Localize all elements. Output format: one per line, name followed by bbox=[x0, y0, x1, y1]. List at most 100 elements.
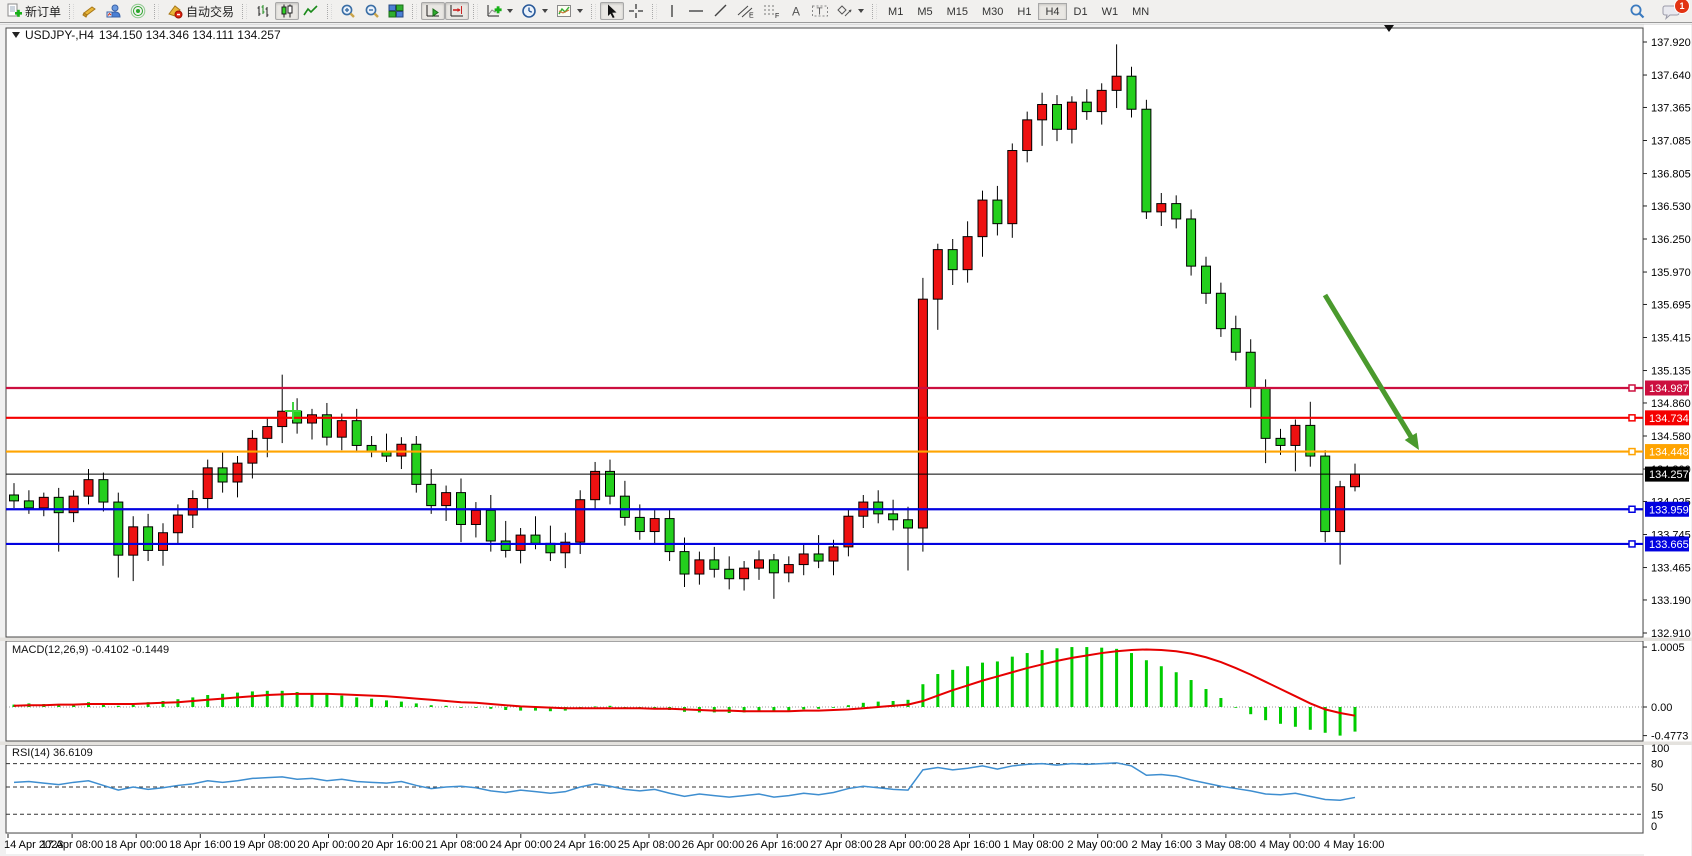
timeframe-m15-button[interactable]: M15 bbox=[946, 5, 968, 18]
timeframe-mn-button[interactable]: MN bbox=[1132, 5, 1150, 18]
vertical-line-button[interactable] bbox=[661, 2, 683, 20]
new-order-icon bbox=[6, 3, 22, 19]
toolbar-separator bbox=[154, 3, 160, 19]
auto-trading-button[interactable]: 自动交易 bbox=[163, 2, 238, 20]
svg-text:F: F bbox=[775, 13, 779, 19]
trendline-icon bbox=[713, 3, 729, 19]
svg-text:136.250: 136.250 bbox=[1651, 234, 1691, 246]
templates-button[interactable] bbox=[552, 2, 587, 20]
text-label-button[interactable]: T bbox=[807, 2, 833, 20]
svg-text:28 Apr 00:00: 28 Apr 00:00 bbox=[874, 839, 936, 851]
svg-text:135.695: 135.695 bbox=[1651, 299, 1691, 311]
cursor-arrow-icon bbox=[604, 3, 620, 19]
bar-chart-mode-button[interactable] bbox=[251, 2, 275, 20]
horizontal-level-line[interactable] bbox=[6, 447, 1643, 456]
horizontal-line-button[interactable] bbox=[683, 2, 709, 20]
candles-layer[interactable] bbox=[9, 44, 1360, 599]
new-order-label: 新订单 bbox=[25, 4, 62, 19]
sonar-icon bbox=[130, 3, 146, 19]
timeframe-w1-button[interactable]: W1 bbox=[1101, 5, 1119, 18]
timeframe-m30-button[interactable]: M30 bbox=[982, 5, 1004, 18]
svg-text:0.00: 0.00 bbox=[1651, 702, 1672, 714]
crosshair-icon bbox=[628, 3, 644, 19]
panel-splitter[interactable] bbox=[0, 637, 1692, 642]
horizontal-level-line[interactable] bbox=[6, 414, 1643, 422]
notification-badge: 1 bbox=[1674, 0, 1690, 14]
new-order-button[interactable]: 新订单 bbox=[2, 2, 65, 20]
timeframe-toolbar: M1 M5 M15 M30 H1 H4 D1 W1 MN bbox=[881, 0, 1156, 22]
notifications-button[interactable]: 1 bbox=[1658, 0, 1690, 20]
horizontal-level-line[interactable] bbox=[6, 540, 1643, 548]
timeframe-h1-button[interactable]: H1 bbox=[1017, 5, 1032, 18]
chart-dropdown-icon[interactable] bbox=[12, 32, 20, 38]
equidistant-channel-button[interactable]: E bbox=[733, 2, 759, 20]
shapes-icon bbox=[837, 3, 853, 19]
strategy-tester-button[interactable] bbox=[126, 2, 150, 20]
trade-entry-marker[interactable] bbox=[285, 402, 301, 420]
zoom-in-button[interactable] bbox=[336, 2, 360, 20]
price-axis-label bbox=[1645, 380, 1689, 396]
svg-text:0: 0 bbox=[1651, 821, 1657, 833]
chart-symbol-period: USDJPY-,H4 bbox=[25, 28, 94, 42]
trendline-button[interactable] bbox=[709, 2, 733, 20]
candlestick-mode-button[interactable] bbox=[275, 2, 300, 20]
toolbar-group-insert bbox=[482, 0, 587, 22]
market-watch-button[interactable] bbox=[78, 2, 102, 20]
svg-text:2 May 16:00: 2 May 16:00 bbox=[1132, 839, 1193, 851]
toolbar-group-cursor bbox=[600, 0, 648, 22]
cursor-button[interactable] bbox=[600, 2, 625, 20]
zoom-out-button[interactable] bbox=[360, 2, 384, 20]
arrows-button[interactable] bbox=[833, 2, 868, 20]
rsi-line bbox=[13, 762, 1356, 802]
crosshair-button[interactable] bbox=[624, 2, 648, 20]
panel-splitter[interactable] bbox=[0, 741, 1692, 746]
candlestick-icon bbox=[279, 3, 295, 19]
svg-text:134.734: 134.734 bbox=[1649, 413, 1689, 425]
svg-text:E: E bbox=[749, 13, 754, 20]
svg-text:14 Apr 2023: 14 Apr 2023 bbox=[4, 839, 63, 851]
toolbar: 新订单 自动交易 bbox=[0, 0, 1692, 23]
timeframe-d1-button[interactable]: D1 bbox=[1073, 5, 1088, 18]
price-axis-label bbox=[1645, 466, 1689, 482]
auto-scroll-button[interactable] bbox=[421, 2, 446, 20]
svg-text:133.959: 133.959 bbox=[1649, 504, 1689, 516]
tile-windows-button[interactable] bbox=[384, 2, 408, 20]
svg-text:24 Apr 16:00: 24 Apr 16:00 bbox=[554, 839, 616, 851]
text-button[interactable]: A bbox=[785, 2, 807, 20]
svg-text:2 May 00:00: 2 May 00:00 bbox=[1067, 839, 1128, 851]
indicators-button[interactable] bbox=[482, 2, 517, 20]
timeframe-m5-button[interactable]: M5 bbox=[917, 5, 933, 18]
svg-text:25 Apr 08:00: 25 Apr 08:00 bbox=[618, 839, 680, 851]
svg-text:137.640: 137.640 bbox=[1651, 70, 1691, 82]
horizontal-level-line[interactable] bbox=[6, 384, 1643, 392]
macd-histogram bbox=[12, 647, 1357, 736]
svg-text:15: 15 bbox=[1651, 809, 1663, 821]
line-chart-mode-button[interactable] bbox=[299, 2, 323, 20]
indicators-icon bbox=[486, 3, 502, 19]
svg-text:134.987: 134.987 bbox=[1649, 383, 1689, 395]
svg-text:132.910: 132.910 bbox=[1651, 628, 1691, 640]
timeframe-h4-button[interactable]: H4 bbox=[1038, 2, 1067, 20]
vertical-line-icon bbox=[665, 3, 679, 19]
chart-shift-marker-icon[interactable] bbox=[1384, 25, 1394, 32]
price-axis-label bbox=[1645, 501, 1689, 517]
toolbar-separator bbox=[473, 3, 479, 19]
svg-text:A: A bbox=[792, 5, 800, 19]
timeframe-m1-button[interactable]: M1 bbox=[888, 5, 904, 18]
svg-text:26 Apr 00:00: 26 Apr 00:00 bbox=[682, 839, 744, 851]
svg-text:100: 100 bbox=[1651, 743, 1669, 755]
auto-trading-icon bbox=[167, 3, 183, 19]
fibonacci-button[interactable]: F bbox=[759, 2, 785, 20]
chart-shift-button[interactable] bbox=[445, 2, 470, 20]
search-button[interactable] bbox=[1625, 2, 1650, 20]
svg-text:3 May 08:00: 3 May 08:00 bbox=[1196, 839, 1257, 851]
data-window-button[interactable] bbox=[102, 2, 126, 20]
svg-text:135.970: 135.970 bbox=[1651, 267, 1691, 279]
svg-text:1.0005: 1.0005 bbox=[1651, 642, 1685, 654]
trend-arrow-annotation[interactable] bbox=[1322, 293, 1419, 450]
toolbar-separator bbox=[591, 3, 597, 19]
chart-canvas[interactable]: 137.920 137.640 137.365 137.085 136.805 136.5… bbox=[0, 24, 1692, 856]
toolbar-separator bbox=[652, 3, 658, 19]
horizontal-level-line[interactable] bbox=[6, 505, 1643, 514]
periods-button[interactable] bbox=[517, 2, 552, 20]
